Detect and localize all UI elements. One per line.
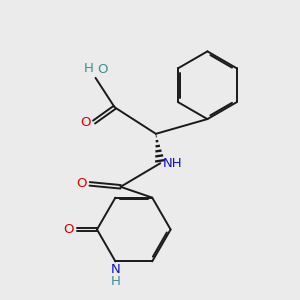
Text: H: H xyxy=(110,274,120,288)
Text: H: H xyxy=(84,62,94,75)
Text: N: N xyxy=(110,263,120,276)
Text: NH: NH xyxy=(163,157,183,170)
Text: O: O xyxy=(81,116,91,128)
Text: O: O xyxy=(97,63,107,76)
Text: O: O xyxy=(64,223,74,236)
Text: O: O xyxy=(76,177,87,190)
